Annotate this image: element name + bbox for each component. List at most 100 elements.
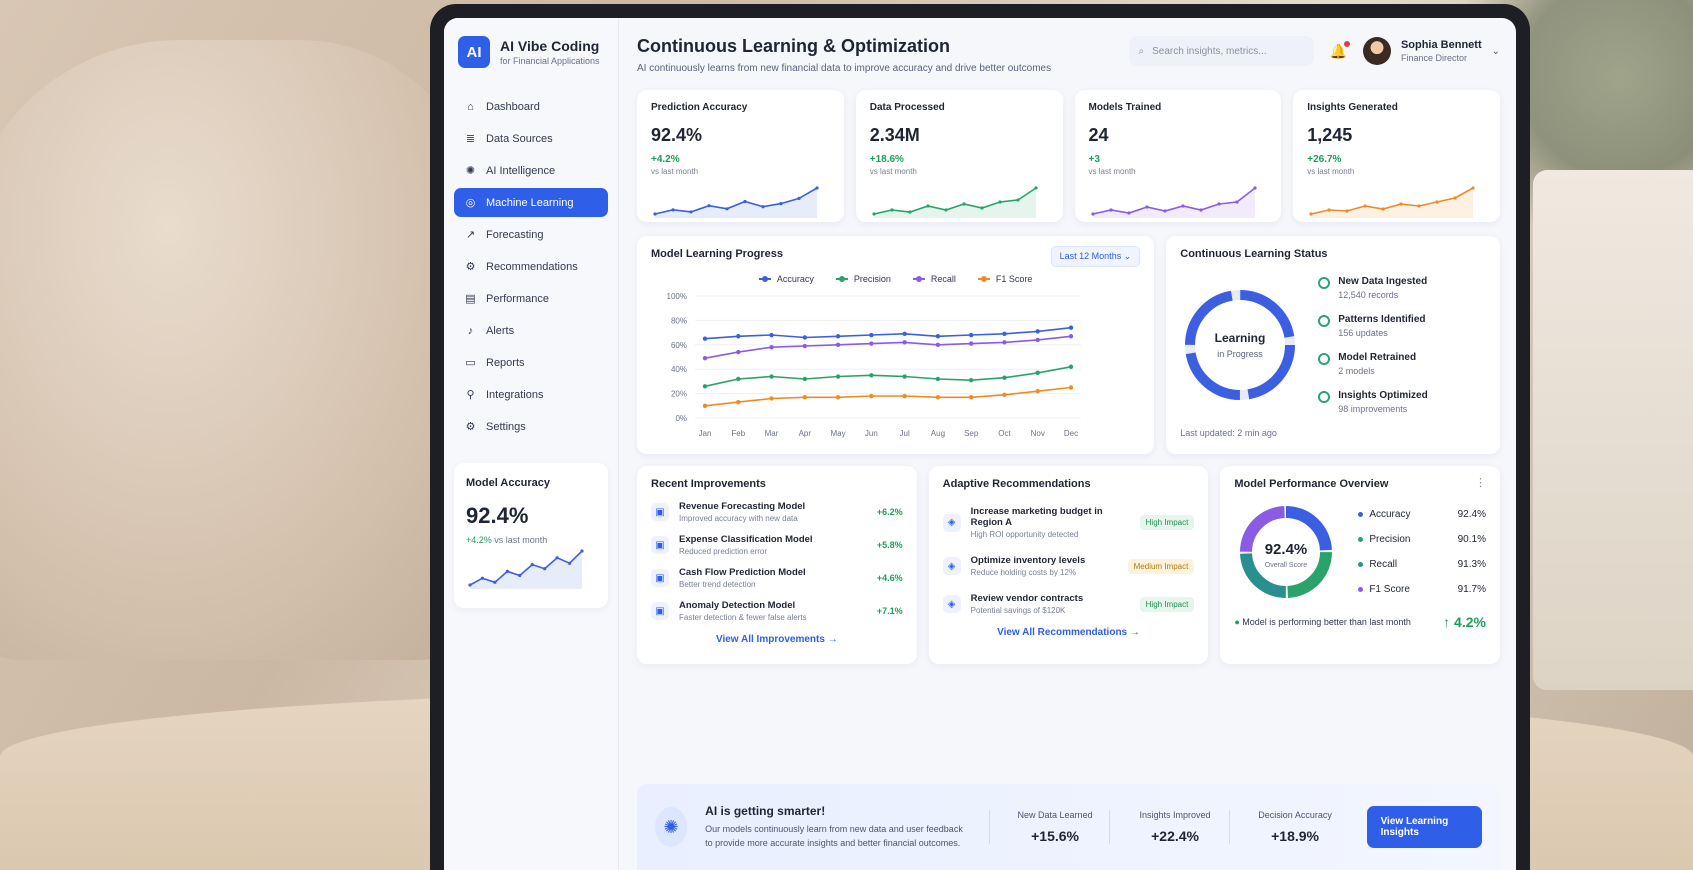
y-tick-label: 40% bbox=[671, 365, 687, 374]
stat-card-models-trained[interactable]: Models Trained 24 +3 vs last month bbox=[1074, 90, 1282, 222]
sidebar-item-integrations[interactable]: ⚲ Integrations bbox=[454, 380, 608, 409]
sparkline-point bbox=[1234, 200, 1239, 204]
panel-title: Model Learning Progress bbox=[651, 248, 784, 260]
sparkline-area bbox=[1311, 188, 1474, 218]
stat-delta: +4.2% bbox=[651, 154, 680, 165]
sparkline-point bbox=[890, 208, 894, 212]
improvement-item[interactable]: ▣ Expense Classification Model Reduced pre… bbox=[651, 534, 903, 556]
sparkline-point bbox=[944, 208, 948, 212]
user-name: Sophia Bennett bbox=[1400, 39, 1482, 51]
sparkline-area bbox=[655, 188, 817, 218]
stat-card-data-processed[interactable]: Data Processed 2.34M +18.6% vs last month bbox=[855, 90, 1063, 222]
sidebar-item-recommendations[interactable]: ⚙ Recommendations bbox=[454, 252, 608, 281]
legend-swatch bbox=[835, 276, 848, 282]
sparkline-point bbox=[580, 549, 584, 553]
topbar: Continuous Learning & Optimization AI co… bbox=[637, 36, 1500, 74]
metric-value: 91.7% bbox=[1457, 584, 1486, 595]
notification-bell-icon[interactable]: 🔔 bbox=[1330, 40, 1350, 60]
stat-card-insights-generated[interactable]: Insights Generated 1,245 +26.7% vs last mon… bbox=[1293, 90, 1500, 222]
bell-icon: ♪ bbox=[467, 324, 474, 337]
view-learning-insights-button[interactable]: View Learning Insights bbox=[1366, 806, 1482, 848]
y-tick-label: 80% bbox=[671, 316, 687, 325]
legend-label: Precision bbox=[853, 274, 891, 284]
app-screen: AI AI Vibe Coding for Financial Applicat… bbox=[444, 18, 1516, 870]
sidebar-item-label: AI Intelligence bbox=[486, 164, 556, 177]
background-pot bbox=[1533, 170, 1693, 690]
data-point bbox=[835, 395, 841, 400]
legend-item[interactable]: F1 Score bbox=[977, 274, 1032, 284]
data-point bbox=[702, 403, 708, 408]
legend-item[interactable]: Accuracy bbox=[758, 274, 814, 284]
model-icon: ▣ bbox=[651, 503, 669, 521]
improvement-value: +4.6% bbox=[876, 573, 903, 583]
banner-stat-value: +18.9% bbox=[1271, 828, 1319, 844]
improvement-name: Expense Classification Model bbox=[679, 534, 813, 545]
recommendation-desc: Reduce holding costs by 12% bbox=[970, 568, 1077, 577]
data-point bbox=[1035, 370, 1040, 376]
sidebar-item-forecasting[interactable]: ↗ Forecasting bbox=[454, 220, 608, 249]
banner-stat-label: New Data Learned bbox=[1017, 810, 1093, 820]
status-list: New Data Ingested 12,540 records Patterns … bbox=[1318, 276, 1428, 414]
sparkline-point bbox=[1198, 208, 1203, 212]
data-point bbox=[1002, 392, 1007, 398]
overall-score: 92.4% bbox=[1265, 541, 1308, 558]
leaf-icon: ● bbox=[1234, 617, 1240, 627]
sidebar-item-data-sources[interactable]: ≣ Data Sources bbox=[454, 124, 608, 153]
document-icon: ▭ bbox=[465, 357, 476, 369]
metric-dot bbox=[1358, 562, 1364, 567]
data-point bbox=[1068, 334, 1074, 339]
learning-ring: Learning in Progress bbox=[1185, 290, 1296, 400]
data-point bbox=[835, 342, 841, 347]
series-line-accuracy bbox=[704, 326, 1072, 340]
legend-label: Accuracy bbox=[776, 274, 814, 284]
recommendation-item[interactable]: ◈ Review vendor contracts Potential saving… bbox=[942, 593, 1195, 615]
improvement-item[interactable]: ▣ Revenue Forecasting Model Improved accur… bbox=[651, 501, 903, 523]
main-content: Continuous Learning & Optimization AI co… bbox=[619, 18, 1516, 870]
sidebar-item-ai-intelligence[interactable]: ✺ AI Intelligence bbox=[454, 156, 608, 185]
data-point bbox=[1035, 329, 1040, 334]
recommendation-icon: ◈ bbox=[942, 557, 961, 575]
sidebar-item-reports[interactable]: ▭ Reports bbox=[454, 348, 608, 377]
data-point bbox=[902, 340, 907, 345]
more-options-icon[interactable]: ⋮ bbox=[1474, 477, 1486, 489]
search-input[interactable]: ⌕ Search insights, metrics... bbox=[1128, 36, 1314, 66]
stat-label: Insights Generated bbox=[1307, 102, 1398, 113]
recommendation-item[interactable]: ◈ Optimize inventory levels Reduce holding… bbox=[942, 555, 1195, 577]
recommendation-desc: High ROI opportunity detected bbox=[970, 530, 1079, 539]
sidebar-item-dashboard[interactable]: ⌂ Dashboard bbox=[454, 92, 608, 121]
model-performance-panel: Model Performance Overview ⋮ 92.4% Overal… bbox=[1220, 466, 1500, 664]
sidebar-item-alerts[interactable]: ♪ Alerts bbox=[454, 316, 608, 345]
sparkline-point bbox=[555, 556, 559, 560]
sidebar-item-machine-learning[interactable]: ◎ Machine Learning bbox=[454, 188, 608, 217]
page-subtitle: AI continuously learns from new financia… bbox=[637, 63, 1052, 74]
y-tick-label: 60% bbox=[671, 341, 687, 350]
improvement-item[interactable]: ▣ Anomaly Detection Model Faster detection… bbox=[651, 600, 903, 622]
sidebar-item-settings[interactable]: ⚙ Settings bbox=[454, 412, 608, 441]
improvement-name: Revenue Forecasting Model bbox=[679, 501, 806, 512]
data-point bbox=[736, 376, 741, 382]
stat-card-prediction-accuracy[interactable]: Prediction Accuracy 92.4% +4.2% vs last mon… bbox=[637, 90, 844, 222]
sidebar-item-performance[interactable]: ▤ Performance bbox=[454, 284, 608, 313]
legend-item[interactable]: Recall bbox=[912, 274, 956, 284]
sparkline-area bbox=[470, 551, 582, 589]
sparkline-point bbox=[1327, 208, 1331, 212]
sparkline-point bbox=[653, 212, 657, 216]
stat-vs: vs last month bbox=[651, 167, 699, 176]
banner-description: Our models continuously learn from new d… bbox=[705, 824, 963, 848]
x-tick-label: Jun bbox=[865, 429, 878, 438]
improvement-item[interactable]: ▣ Cash Flow Prediction Model Better trend … bbox=[651, 567, 903, 589]
link-label: View All Recommendations bbox=[997, 627, 1128, 638]
range-dropdown[interactable]: Last 12 Months ⌄ bbox=[1050, 246, 1141, 267]
view-all-recommendations-link[interactable]: View All Recommendations → bbox=[943, 627, 1195, 638]
performance-note-text: Model is performing better than last mon… bbox=[1242, 617, 1411, 627]
view-all-improvements-link[interactable]: View All Improvements → bbox=[651, 634, 903, 645]
stat-label: Prediction Accuracy bbox=[651, 102, 748, 113]
user-menu[interactable]: Sophia Bennett Finance Director ⌄ bbox=[1362, 37, 1500, 65]
status-item: New Data Ingested 12,540 records bbox=[1318, 276, 1427, 300]
brand[interactable]: AI AI Vibe Coding for Financial Applicat… bbox=[454, 36, 608, 68]
recommendation-item[interactable]: ◈ Increase marketing budget in Region A Hi… bbox=[942, 506, 1195, 539]
legend-item[interactable]: Precision bbox=[835, 274, 891, 284]
card-value: 92.4% bbox=[466, 503, 529, 528]
improvement-name: Anomaly Detection Model bbox=[679, 600, 796, 611]
metric-dot bbox=[1358, 587, 1364, 592]
